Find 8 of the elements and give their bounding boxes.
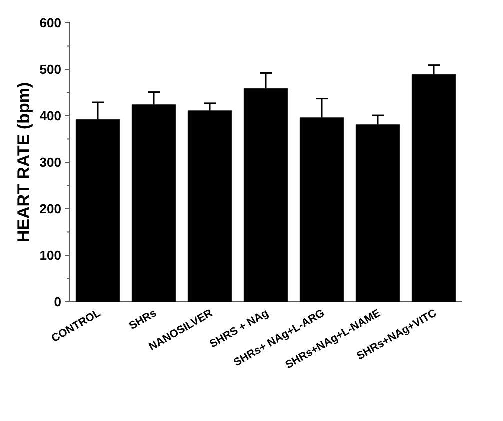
y-tick-label: 300: [40, 158, 61, 168]
y-tick-label: 200: [40, 204, 61, 214]
y-axis-title: HEART RATE (bpm): [17, 83, 33, 242]
y-tick-label: 500: [40, 64, 61, 74]
y-tick-label: 400: [40, 111, 61, 121]
y-tick-label: 600: [40, 18, 61, 28]
y-tick-label: 100: [40, 250, 61, 260]
y-tick-label: 0: [54, 297, 61, 307]
